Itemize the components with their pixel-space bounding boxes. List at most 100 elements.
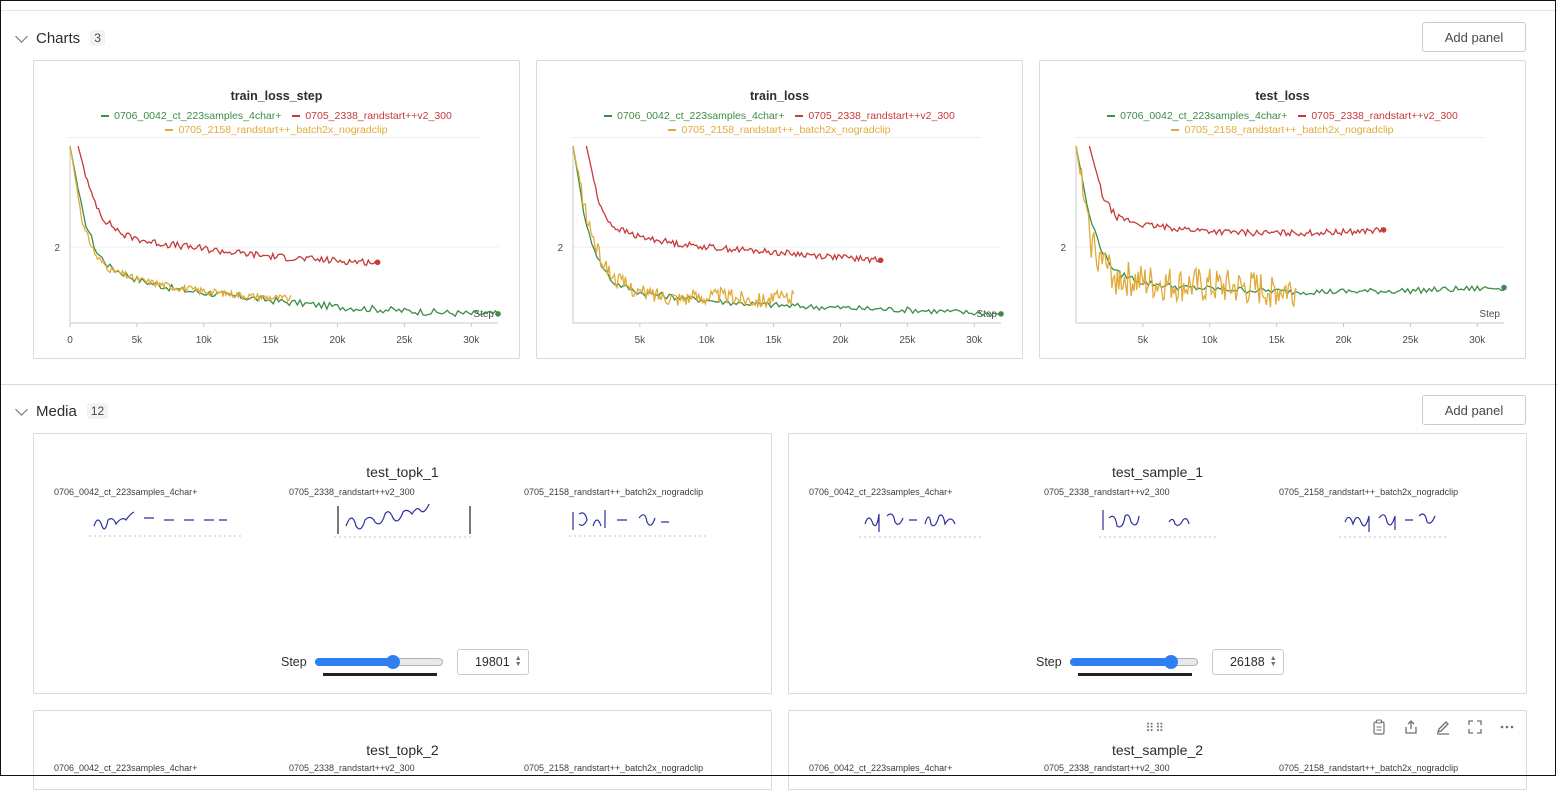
legend-item-green[interactable]: 0706_0042_ct_223samples_4char+ [604,110,784,122]
series-line [1075,145,1298,308]
charts-section-title: Charts [36,29,81,47]
media-title: test_sample_1 [1111,464,1204,480]
run-label-red: 0705_2338_randstart++v2_300 [289,763,415,773]
chart-title: test_loss [1255,89,1310,103]
chart-title: train_loss [749,89,810,103]
series-line [572,145,1002,318]
handwriting-image[interactable] [334,504,474,538]
x-tick-label: 10k [196,335,213,346]
x-tick-label: 25k [1402,335,1419,346]
stepper-icon[interactable]: ▲ ▼ [514,655,522,668]
clipboard-icon[interactable] [1370,719,1388,735]
chart-legend: 0706_0042_ct_223samples_4char+ 0705_2338… [1040,109,1525,137]
drag-handle-icon[interactable]: ⠿⠿ [1145,721,1166,735]
run-label-green: 0706_0042_ct_223samples_4char+ [809,487,953,497]
x-axis-label: Step [976,309,997,320]
series-line [585,145,882,264]
edit-icon[interactable] [1434,719,1452,735]
step-number-input[interactable]: 26188 ▲ ▼ [1211,649,1284,675]
run-label-green: 0706_0042_ct_223samples_4char+ [54,487,198,497]
legend-item-green[interactable]: 0706_0042_ct_223samples_4char+ [101,110,281,122]
series-end-point [998,311,1004,317]
run-label-green: 0706_0042_ct_223samples_4char+ [809,763,953,773]
fullscreen-icon[interactable] [1466,719,1484,735]
chart-panel-test-loss[interactable]: 2 5k 10k 15k 20k 25k 30k Step test_loss 0706_00… [1039,60,1526,359]
handwriting-image[interactable] [1099,504,1219,538]
legend-item-red[interactable]: 0705_2338_randstart++v2_300 [795,110,955,122]
charts-section-header[interactable]: Charts 3 [14,27,105,49]
legend-item-yellow[interactable]: 0705_2158_randstart++_batch2x_nogradclip [165,124,388,136]
share-icon[interactable] [1402,719,1420,735]
chart-legend: 0706_0042_ct_223samples_4char+ 0705_2338… [537,109,1022,137]
x-tick-label: 20k [329,335,346,346]
y-tick-label: 2 [54,243,60,254]
legend-item-red[interactable]: 0705_2338_randstart++v2_300 [1298,110,1458,122]
x-tick-label: 10k [1202,335,1219,346]
handwriting-image[interactable] [569,504,709,538]
series-end-point [374,259,381,266]
legend-item-yellow[interactable]: 0705_2158_randstart++_batch2x_nogradclip [1171,124,1394,136]
series-line [572,145,795,309]
run-label-yellow: 0705_2158_randstart++_batch2x_nogradclip [1279,487,1459,497]
media-panel-test-sample-1[interactable]: test_sample_1 0706_0042_ct_223samples_4c… [788,433,1527,694]
x-tick-label: 5k [635,335,647,346]
chevron-down-icon[interactable] [15,29,28,43]
run-label-red: 0705_2338_randstart++v2_300 [1044,487,1170,497]
y-tick-label: 2 [1060,243,1066,254]
x-tick-label: 25k [899,335,916,346]
media-title: test_topk_1 [366,464,439,480]
run-label-green: 0706_0042_ct_223samples_4char+ [54,763,198,773]
x-tick-label: 15k [263,335,280,346]
chart-legend: 0706_0042_ct_223samples_4char+ 0705_2338… [34,109,519,137]
series-line [77,145,378,267]
handwriting-image[interactable] [1339,504,1449,538]
media-title: test_topk_2 [366,742,439,758]
handwriting-image[interactable] [859,504,984,538]
step-slider[interactable] [1069,652,1198,676]
legend-item-green[interactable]: 0706_0042_ct_223samples_4char+ [1107,110,1287,122]
run-label-red: 0705_2338_randstart++v2_300 [1044,763,1170,773]
media-title: test_sample_2 [1111,742,1204,758]
run-label-red: 0705_2338_randstart++v2_300 [289,487,415,497]
media-panel-test-sample-2[interactable]: ⠿⠿ test_sample_2 0706_0042_ct_223samples… [788,710,1527,790]
chart-panel-train-loss[interactable]: 2 5k 10k 15k 20k 25k 30k Step train_loss 0706_0… [536,60,1023,359]
run-label-yellow: 0705_2158_randstart++_batch2x_nogradclip [524,763,704,773]
step-label: Step [281,655,307,669]
media-count-badge: 12 [86,403,109,419]
step-slider[interactable] [314,652,443,676]
chevron-down-icon[interactable] [15,402,28,416]
y-tick-label: 2 [557,243,563,254]
run-label-yellow: 0705_2158_randstart++_batch2x_nogradclip [1279,763,1459,773]
handwriting-image[interactable] [89,504,249,538]
stepper-icon[interactable]: ▲ ▼ [1269,655,1277,668]
series-end-point [495,311,501,317]
run-label-yellow: 0705_2158_randstart++_batch2x_nogradclip [524,487,704,497]
step-label: Step [1036,655,1062,669]
charts-add-panel-button[interactable]: Add panel [1422,22,1526,52]
legend-item-yellow[interactable]: 0705_2158_randstart++_batch2x_nogradclip [668,124,891,136]
step-number-input[interactable]: 19801 ▲ ▼ [456,649,529,675]
x-tick-label: 15k [766,335,783,346]
media-section-header[interactable]: Media 12 [14,400,109,422]
more-icon[interactable] [1498,719,1516,735]
media-panel-test-topk-2[interactable]: test_topk_2 0706_0042_ct_223samples_4cha… [33,710,772,790]
charts-count-badge: 3 [90,30,105,46]
x-tick-label: 5k [132,335,144,346]
x-tick-label: 30k [463,335,480,346]
line-chart-train-loss-step: 2 0 5k 10k 15k 20k 25k 30k Step [54,145,501,346]
chart-title: train_loss_step [230,89,323,103]
x-tick-label: 20k [1335,335,1352,346]
media-add-panel-button[interactable]: Add panel [1422,395,1526,425]
series-line [69,145,499,318]
media-panel-test-topk-1[interactable]: test_topk_1 0706_0042_ct_223samples_4cha… [33,433,772,694]
series-line [1075,145,1505,296]
series-line [69,145,292,303]
series-end-point [1501,284,1507,291]
slider-thumb[interactable] [1163,655,1178,669]
series-end-point [1380,227,1387,233]
legend-item-red[interactable]: 0705_2338_randstart++v2_300 [292,110,452,122]
chart-panel-train-loss-step[interactable]: 2 0 5k 10k 15k 20k 25k 30k Step train_loss_step … [33,60,520,359]
slider-thumb[interactable] [385,655,400,669]
x-tick-label: 25k [396,335,413,346]
